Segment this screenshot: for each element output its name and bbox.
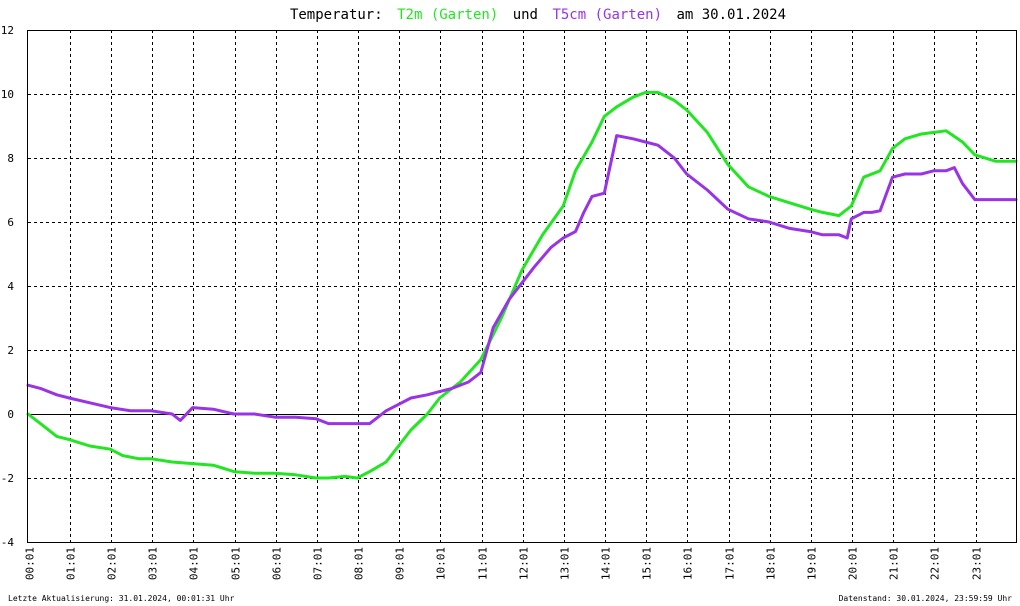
y-tick-label: -4 [1, 536, 15, 549]
footer-data-status: Datenstand: 30.01.2024, 23:59:59 Uhr [839, 594, 1013, 603]
x-tick-label: 12:01 [518, 547, 531, 580]
title-series-t5cm: T5cm (Garten) [552, 7, 662, 23]
y-axis-ticks: -4 -2 0 2 4 6 8 10 12 [1, 24, 15, 549]
plot-frame [27, 30, 1017, 543]
title-connector: und [513, 7, 538, 23]
x-tick-label: 08:01 [353, 547, 366, 580]
x-tick-label: 18:01 [765, 547, 778, 580]
x-tick-label: 21:01 [888, 547, 901, 580]
x-tick-label: 02:01 [106, 547, 119, 580]
footer-last-update: Letzte Aktualisierung: 31.01.2024, 00:01… [8, 594, 235, 603]
x-tick-label: 17:01 [724, 547, 737, 580]
x-tick-label: 14:01 [600, 547, 613, 580]
x-tick-label: 10:01 [435, 547, 448, 580]
x-tick-label: 09:01 [394, 547, 407, 580]
chart-title: Temperatur: T2m (Garten) und T5cm (Garte… [290, 7, 786, 23]
x-tick-label: 22:01 [929, 547, 942, 580]
y-tick-label: 6 [7, 216, 14, 229]
x-tick-label: 00:01 [24, 547, 37, 580]
x-tick-label: 06:01 [271, 547, 284, 580]
y-tick-label: -2 [1, 472, 14, 485]
x-tick-label: 19:01 [806, 547, 819, 580]
x-tick-label: 23:01 [971, 547, 984, 580]
x-tick-label: 04:01 [188, 547, 201, 580]
x-tick-label: 13:01 [559, 547, 572, 580]
x-tick-label: 20:01 [847, 547, 860, 580]
x-tick-label: 15:01 [641, 547, 654, 580]
y-tick-label: 8 [7, 152, 14, 165]
y-tick-label: 10 [1, 88, 14, 101]
x-tick-label: 05:01 [230, 547, 243, 580]
series-line-t2m [26, 90, 1018, 480]
y-tick-label: 12 [1, 24, 14, 37]
y-tick-label: 2 [7, 344, 14, 357]
x-tick-label: 03:01 [147, 547, 160, 580]
y-tick-label: 4 [7, 280, 14, 293]
x-tick-label: 11:01 [477, 547, 490, 580]
x-tick-label: 01:01 [65, 547, 78, 580]
chart-series [26, 90, 1018, 480]
x-tick-label: 07:01 [312, 547, 325, 580]
chart-grid [28, 30, 1016, 542]
title-suffix: am 30.01.2024 [676, 7, 786, 23]
y-tick-label: 0 [7, 408, 14, 421]
series-line-t5cm [26, 134, 1018, 426]
title-prefix: Temperatur: [290, 7, 383, 23]
x-axis-ticks: 00:01 01:01 02:01 03:01 04:01 05:01 06:01 07:01… [24, 547, 984, 580]
title-series-t2m: T2m (Garten) [397, 7, 498, 23]
x-tick-label: 16:01 [682, 547, 695, 580]
